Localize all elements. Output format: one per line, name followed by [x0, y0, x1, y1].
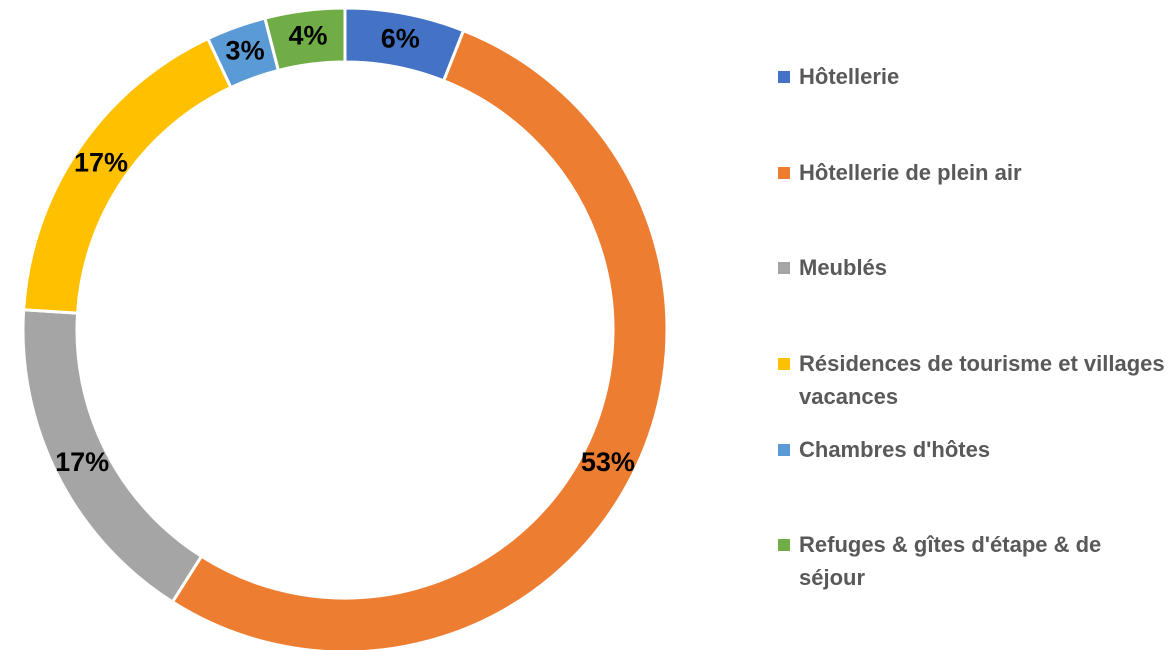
legend-item: Hôtellerie — [778, 60, 1168, 93]
legend-label: Refuges & gîtes d'étape & de séjour — [799, 532, 1102, 590]
legend-swatch — [778, 167, 790, 179]
legend-swatch — [778, 444, 790, 456]
legend-item: Chambres d'hôtes — [778, 433, 1168, 466]
legend-label: Résidences de tourisme et villages vacan… — [799, 351, 1165, 409]
legend-label: Hôtellerie — [799, 64, 900, 89]
legend-swatch — [778, 358, 790, 370]
legend-label: Chambres d'hôtes — [799, 437, 991, 462]
legend-swatch — [778, 539, 790, 551]
donut-segment — [21, 308, 204, 604]
legend-item: Refuges & gîtes d'étape & de séjour — [778, 528, 1168, 594]
data-label: 6% — [381, 23, 420, 53]
legend-item: Résidences de tourisme et villages vacan… — [778, 347, 1168, 413]
data-label: 17% — [74, 147, 128, 177]
legend-swatch — [778, 71, 790, 83]
data-label: 4% — [289, 20, 328, 50]
donut-plot: 6% 53% 17% 17% 3% 4% — [21, 6, 669, 650]
donut-segment — [170, 28, 669, 650]
donut-segment — [263, 6, 347, 73]
data-label: 53% — [581, 447, 635, 477]
legend-label: Hôtellerie de plein air — [799, 160, 1022, 185]
data-label: 3% — [226, 36, 265, 66]
legend-swatch — [778, 262, 790, 274]
data-label: 17% — [55, 447, 109, 477]
legend-label: Meublés — [799, 255, 888, 280]
legend-item: Meublés — [778, 251, 1168, 284]
legend-item: Hôtellerie de plein air — [778, 156, 1168, 189]
